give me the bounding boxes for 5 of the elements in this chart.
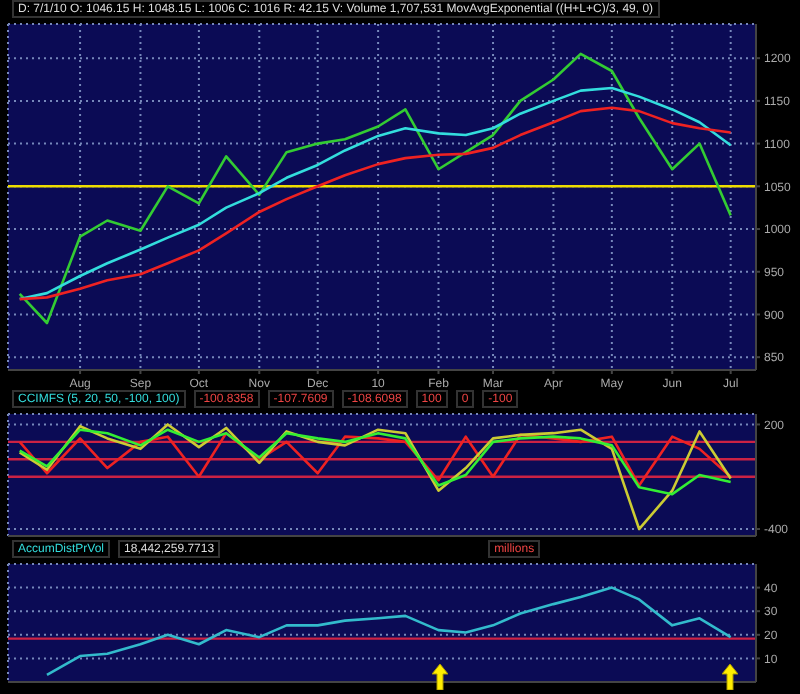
line-series bbox=[18, 423, 732, 531]
line-series bbox=[18, 431, 732, 487]
line-series bbox=[18, 428, 732, 496]
line-series bbox=[18, 52, 732, 325]
line-series bbox=[45, 586, 732, 677]
